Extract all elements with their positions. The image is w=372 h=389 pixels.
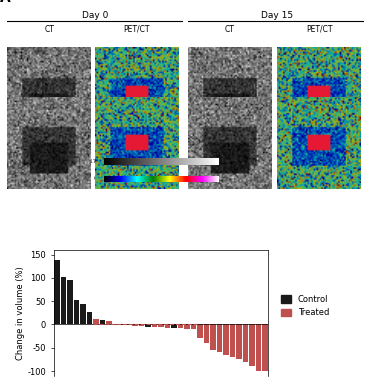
Text: Control: Control: [0, 79, 3, 107]
Text: 0: 0: [93, 177, 97, 181]
Text: 942.52: 942.52: [222, 159, 241, 164]
Text: CT: CT: [45, 25, 54, 34]
Text: Treated: Treated: [0, 129, 3, 158]
Text: -579.17: -579.17: [76, 159, 97, 164]
Text: PET/CT: PET/CT: [124, 25, 150, 34]
Text: CT: CT: [225, 25, 235, 34]
Legend: Control, Treated: Control, Treated: [279, 293, 331, 319]
Text: Day 0: Day 0: [82, 11, 108, 20]
Text: PET/CT: PET/CT: [306, 25, 332, 34]
Text: Day 15: Day 15: [261, 11, 293, 20]
Text: 5E0: 5E0: [222, 177, 232, 181]
Text: A: A: [0, 0, 11, 5]
